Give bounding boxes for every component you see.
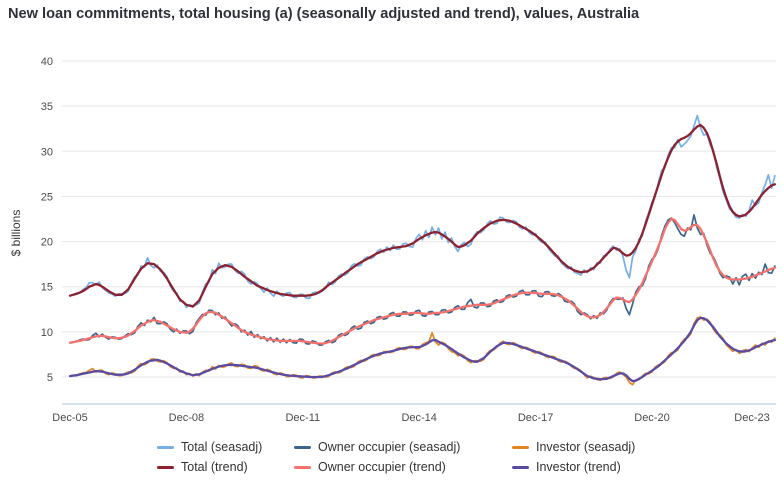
x-tick-label: Dec-23 (734, 412, 769, 424)
y-tick-label: 10 (41, 327, 53, 339)
y-tick-label: 15 (41, 282, 53, 294)
legend-label: Owner occupier (seasadj) (318, 440, 461, 454)
series-line-owner-occupier-trend (68, 217, 777, 345)
series-line-total-seasadj (69, 114, 776, 309)
series-line-owner-occupier-seasadj (69, 214, 776, 346)
series-line-total-trend (68, 123, 777, 308)
legend-item-total-trend[interactable]: Total (trend) (157, 460, 294, 474)
legend-label: Total (trend) (181, 460, 248, 474)
legend-item-investor-trend[interactable]: Investor (trend) (512, 460, 682, 474)
x-tick-label: Dec-11 (285, 412, 320, 424)
legend-label: Investor (seasadj) (536, 440, 636, 454)
x-tick-label: Dec-05 (52, 412, 87, 424)
chart-legend: Total (seasadj) Owner occupier (seasadj) I… (157, 440, 682, 474)
legend-swatch-icon (157, 445, 174, 449)
x-tick-label: Dec-14 (401, 412, 436, 424)
legend-item-total-seasadj[interactable]: Total (seasadj) (157, 440, 294, 454)
y-tick-label: 35 (41, 101, 53, 113)
series-line-investor-seasadj (69, 316, 776, 386)
legend-swatch-icon (294, 445, 311, 449)
y-tick-label: 5 (47, 372, 53, 384)
x-tick-label: Dec-20 (634, 412, 669, 424)
legend-item-owner-occupier-trend[interactable]: Owner occupier (trend) (294, 460, 512, 474)
legend-swatch-icon (512, 465, 529, 469)
legend-swatch-icon (512, 445, 529, 449)
line-chart: 5 10 15 20 25 30 35 40 Dec-05 Dec-08 Dec-11 Dec-14 D… (9, 56, 777, 424)
legend-swatch-icon (294, 465, 311, 469)
legend-item-owner-occupier-seasadj[interactable]: Owner occupier (seasadj) (294, 440, 512, 454)
x-tick-label: Dec-08 (169, 412, 204, 424)
y-tick-label: 20 (41, 237, 53, 249)
legend-label: Owner occupier (trend) (318, 460, 446, 474)
legend-item-investor-seasadj[interactable]: Investor (seasadj) (512, 440, 682, 454)
x-tick-label: Dec-17 (518, 412, 553, 424)
legend-label: Total (seasadj) (181, 440, 263, 454)
series-line-investor-trend (68, 316, 777, 383)
chart-title: New loan commitments, total housing (a) … (8, 6, 640, 22)
y-tick-label: 30 (41, 146, 53, 158)
y-tick-label: 25 (41, 191, 53, 203)
y-tick-label: 40 (41, 56, 53, 68)
legend-swatch-icon (157, 465, 174, 469)
legend-label: Investor (trend) (536, 460, 621, 474)
y-axis-title: $ billions (9, 210, 23, 257)
